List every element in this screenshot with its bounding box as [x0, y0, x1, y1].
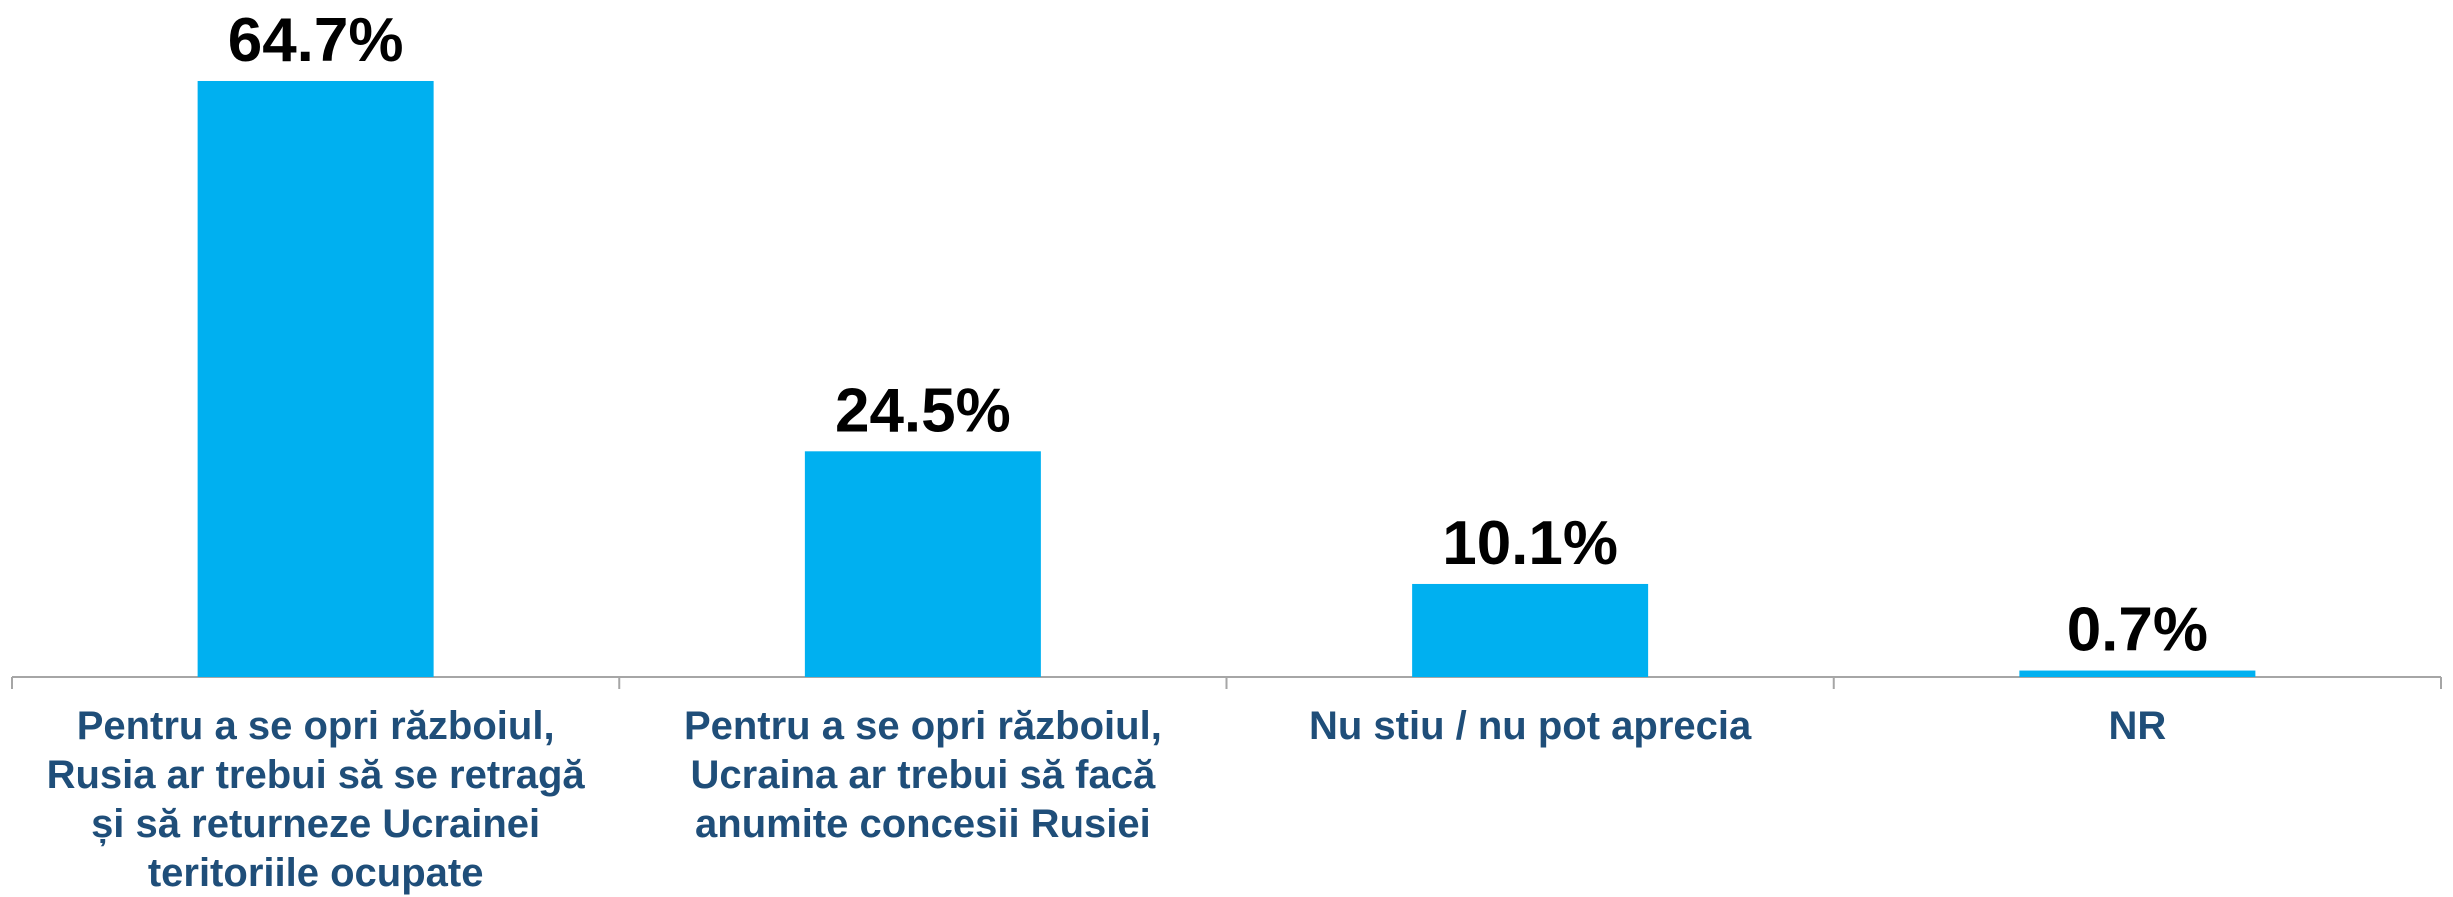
value-label: 0.7%: [2067, 596, 2208, 665]
bar: [2019, 670, 2256, 677]
x-tick-label: Pentru a se opri războiul, Ucraina ar tr…: [683, 704, 1162, 846]
x-tick-label: Pentru a se opri războiul, Rusia ar treb…: [46, 704, 585, 895]
x-tick-label: NR: [2108, 704, 2167, 748]
value-label: 64.7%: [228, 6, 404, 75]
bar: [804, 451, 1041, 677]
bar: [1412, 583, 1649, 677]
value-label: 24.5%: [835, 376, 1011, 445]
bar: [197, 80, 434, 677]
x-tick-label: Nu stiu / nu pot aprecia: [1308, 704, 1752, 748]
value-label: 10.1%: [1442, 509, 1618, 578]
